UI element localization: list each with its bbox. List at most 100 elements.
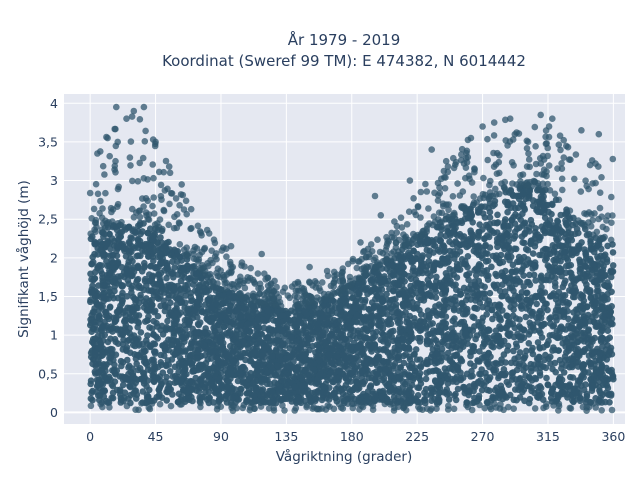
data-point [601,251,609,258]
data-point [219,343,227,351]
data-point [302,388,309,395]
data-point [222,309,229,317]
data-point [489,202,497,210]
data-point [544,381,552,389]
data-point [452,238,459,245]
data-point [585,327,592,334]
data-point [472,282,480,290]
data-point [266,337,274,345]
data-point [518,268,525,275]
data-point [103,313,111,321]
data-point [491,301,499,309]
data-point [196,319,204,326]
data-point [532,228,539,236]
data-point [403,391,410,398]
data-point [155,386,163,393]
data-point [326,332,334,340]
data-point [137,284,145,292]
data-point [375,286,382,293]
data-point [405,362,413,369]
data-point [260,344,268,351]
data-point [364,370,372,378]
data-point [522,245,530,253]
data-point [307,359,314,367]
data-point [503,253,511,261]
data-point [504,222,512,230]
data-point [200,372,208,380]
data-point [436,372,444,379]
data-point [525,340,533,347]
data-point [312,395,320,403]
data-point [124,304,131,312]
data-point [139,388,147,395]
data-point [429,267,437,274]
data-point [605,367,612,374]
data-point [587,257,594,265]
data-point [597,389,604,397]
data-point [543,374,550,382]
data-point [504,312,511,320]
data-point [510,333,518,341]
data-point [171,350,179,358]
data-point [283,381,291,389]
data-point [311,389,319,396]
data-point [109,252,117,259]
data-point [166,368,174,375]
data-point [494,281,501,289]
data-point [592,312,600,319]
data-point [423,338,431,345]
data-point [129,370,137,377]
data-point [330,390,338,398]
data-point [121,394,128,402]
data-point [520,355,527,363]
data-point [335,342,343,349]
data-point [97,238,104,246]
data-point [483,311,491,318]
data-point [394,354,401,362]
data-point [314,321,322,328]
data-point [483,353,490,361]
data-point [515,295,522,303]
data-point [517,324,524,332]
data-point [194,289,201,297]
data-point [472,297,479,304]
data-point [609,249,617,256]
data-point [522,313,530,321]
data-point [482,241,490,249]
data-point [453,274,461,281]
data-point [169,391,176,398]
data-point [583,281,590,288]
data-point [280,333,287,341]
data-point [159,369,167,377]
data-point [259,352,266,359]
data-point [409,376,417,384]
data-point [349,369,356,377]
data-point [160,297,167,305]
data-point [150,348,158,355]
data-point [508,216,515,224]
data-point [583,303,591,310]
data-point [140,380,148,387]
data-point [187,351,195,359]
data-point [568,236,576,244]
data-point [108,381,116,388]
data-point [462,261,470,268]
data-point [547,320,554,327]
data-point [349,294,357,301]
data-point [123,347,130,355]
data-point [362,296,369,304]
data-point [511,228,519,236]
data-point [573,247,580,254]
data-point [440,243,448,250]
data-point [554,250,561,258]
data-point [512,315,520,322]
data-point [506,391,514,399]
data-point [282,363,290,370]
data-point [339,331,347,338]
data-point [364,284,371,292]
data-point [427,384,435,392]
data-point [461,322,469,330]
data-point [567,355,575,362]
data-point [579,258,586,266]
data-point [157,351,165,359]
